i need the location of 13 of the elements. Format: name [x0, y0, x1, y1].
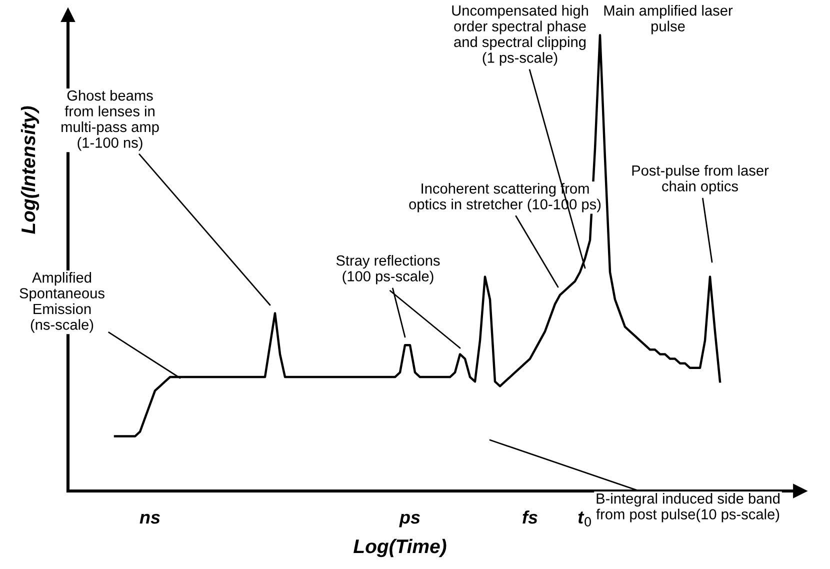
x-tick-label: t$_{0}$: [578, 512, 591, 527]
text: Main amplified laser pulse: [604, 5, 733, 34]
text: Amplified Spontaneous Emission (ns-scale): [20, 272, 104, 333]
annotation: Uncompensated high order spectral phase and spectral clipping (1 ps-scale): [452, 5, 588, 66]
x-tick-label: fs: [522, 510, 538, 524]
annotation: Stray reflections (100 ps-scale): [336, 255, 440, 284]
x-axis-title: Log(Time): [354, 538, 446, 558]
x-tick-label: ns: [140, 514, 160, 524]
annotation: Post-pulse from laser chain optics: [632, 165, 769, 194]
y-axis-title: Log(Intensity): [20, 106, 40, 234]
x-tick-label: ps: [399, 514, 420, 528]
text: B-integral induced side band from post pulse(10 ps-scale): [596, 493, 780, 522]
annotation: Ghost beams from lenses in multi-pass amp (1-100 ns): [62, 90, 159, 151]
